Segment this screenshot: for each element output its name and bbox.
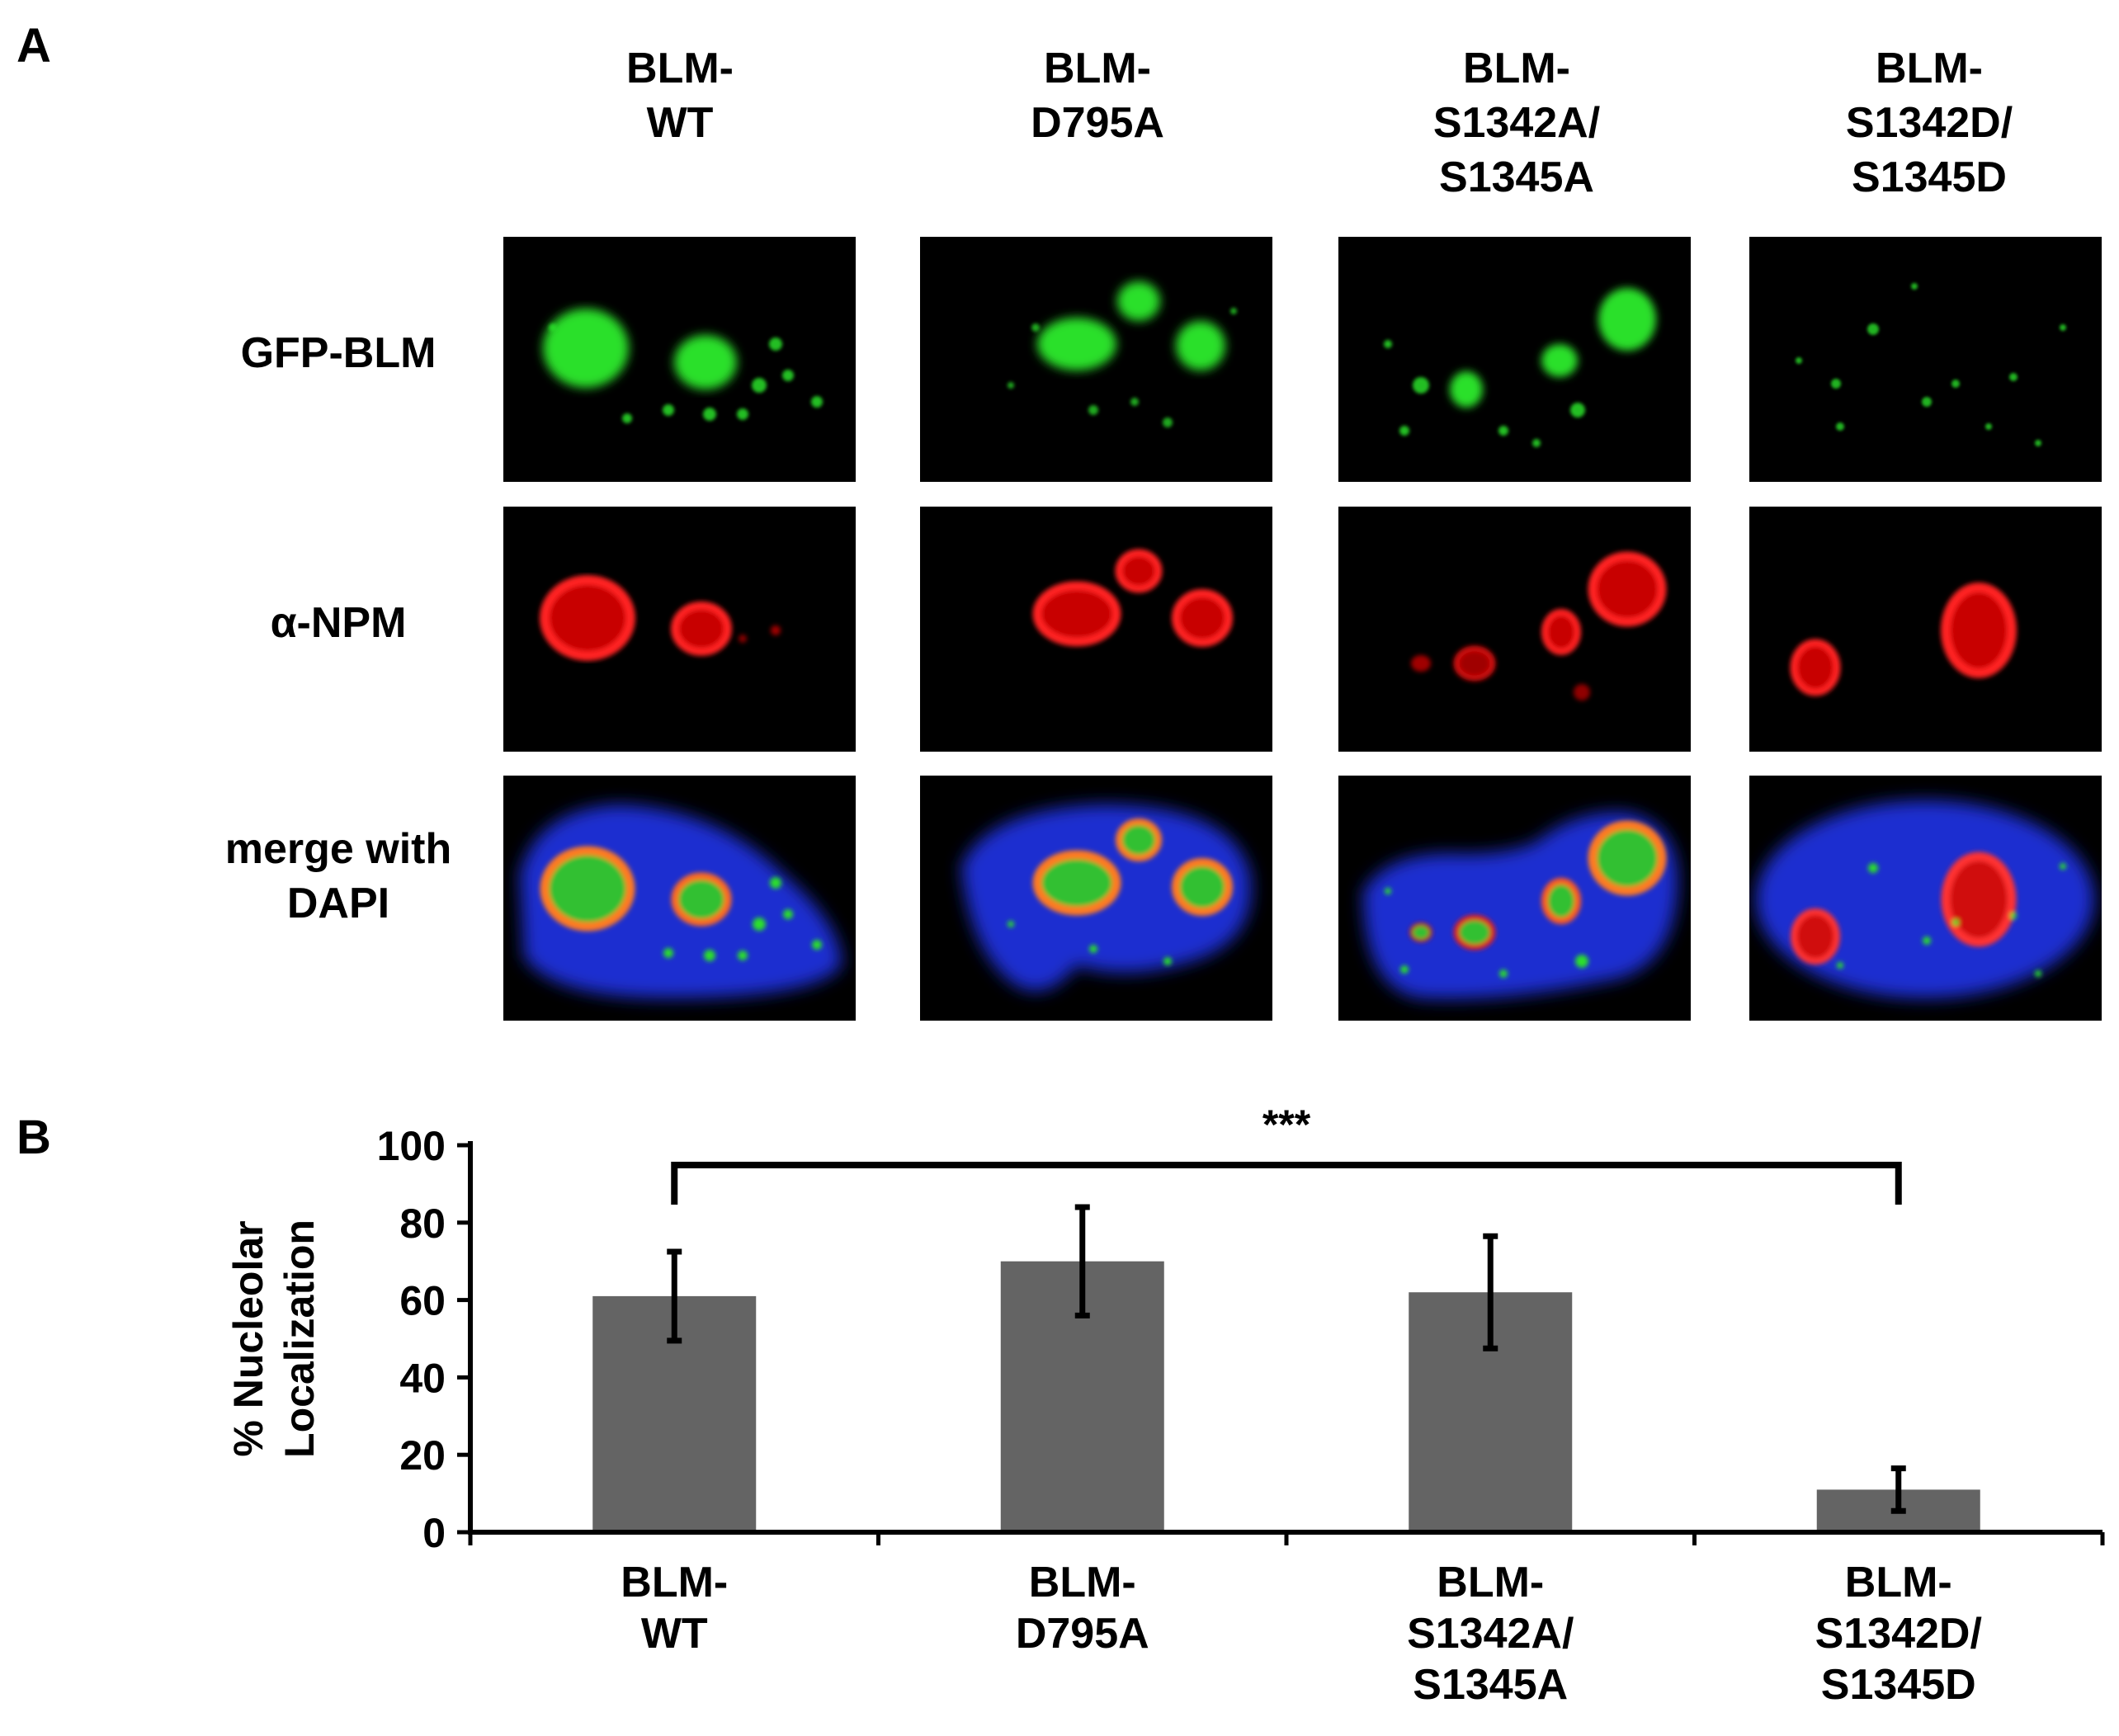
row-label-line: GFP-BLM: [240, 329, 437, 377]
x-tick-label: BLM-: [1845, 1559, 1952, 1606]
micrograph-image: [520, 804, 842, 998]
column-header-line: BLM-: [1044, 45, 1151, 92]
micrograph-npm-blm-s1342d: [1749, 507, 2102, 752]
micrograph-merge-blm-d795a: [920, 776, 1272, 1021]
column-header-line: BLM-: [1463, 45, 1570, 92]
panel-a-label: A: [17, 19, 51, 73]
micrograph-gfp-blm-s1342d: [1749, 237, 2102, 482]
y-tick-label: 20: [399, 1432, 446, 1479]
row-label-merge: merge with DAPI: [198, 822, 479, 931]
micrograph-merge-blm-s1342d: [1749, 776, 2102, 1021]
column-header-line: D795A: [1031, 99, 1164, 147]
micrograph-gfp-blm-s1342a: [1338, 237, 1691, 482]
significance-bracket: [671, 1162, 1902, 1205]
micrograph-image: [1411, 551, 1667, 701]
x-tick-label: S1342A/: [1407, 1610, 1574, 1658]
micrograph-image: [1384, 288, 1656, 447]
bar: [592, 1295, 757, 1532]
micrograph-gfp-blm-d795a: [920, 237, 1272, 482]
micrograph-merge-blm-wt: [503, 776, 856, 1021]
row-label-gfp-blm: GFP-BLM: [198, 326, 479, 380]
micrograph-image: [1363, 812, 1678, 999]
column-header-line: WT: [646, 99, 714, 147]
x-tick-label: WT: [641, 1610, 708, 1658]
x-tick-label: BLM-: [1437, 1559, 1544, 1606]
micrograph-image: [961, 804, 1252, 992]
micrograph-image: [1796, 283, 2066, 446]
micrograph-image: [1790, 583, 2017, 696]
row-label-line: α-NPM: [270, 599, 407, 647]
micrograph-gfp-blm-wt: [503, 237, 856, 482]
y-tick-label: 100: [377, 1123, 446, 1169]
y-axis-label: % Nucleolar: [225, 1220, 271, 1456]
panel-b-label: B: [17, 1111, 51, 1164]
micrograph-image: [1008, 281, 1237, 427]
y-tick-label: 80: [399, 1201, 446, 1247]
significance-label: ***: [1262, 1102, 1311, 1148]
bar: [1409, 1292, 1573, 1532]
column-header-line: S1345D: [1852, 153, 2007, 201]
x-tick-label: S1345D: [1821, 1661, 1976, 1709]
micrograph-npm-blm-d795a: [920, 507, 1272, 752]
micrograph-npm-blm-s1342a: [1338, 507, 1691, 752]
y-tick-label: 40: [399, 1355, 446, 1401]
micrograph-npm-blm-wt: [503, 507, 856, 752]
column-header-line: BLM-: [626, 45, 734, 92]
x-tick-label: S1345A: [1413, 1661, 1568, 1709]
column-header-blm-s1342d: BLM- S1342D/ S1345D: [1756, 41, 2102, 205]
row-label-line: merge with: [224, 825, 452, 873]
row-label-line: DAPI: [286, 880, 390, 927]
column-header-blm-s1342a: BLM- S1342A/ S1345A: [1343, 41, 1690, 205]
bar: [1000, 1261, 1164, 1532]
micrograph-image: [1756, 800, 2094, 998]
column-header-line: S1345A: [1439, 153, 1594, 201]
y-tick-label: 60: [399, 1278, 446, 1324]
x-tick-label: BLM-: [1029, 1559, 1136, 1606]
bar: [1816, 1489, 1980, 1532]
micrograph-image: [543, 309, 823, 423]
column-header-blm-wt: BLM- WT: [507, 41, 853, 150]
x-tick-label: S1342D/: [1815, 1610, 1982, 1658]
micrograph-merge-blm-s1342a: [1338, 776, 1691, 1021]
x-tick-label: BLM-: [621, 1559, 728, 1606]
x-tick-label: D795A: [1016, 1610, 1149, 1658]
micrograph-image: [1032, 549, 1233, 647]
row-label-npm: α-NPM: [198, 596, 479, 650]
micrograph-image: [540, 575, 781, 661]
column-header-blm-d795a: BLM- D795A: [924, 41, 1271, 150]
y-tick-label: 0: [422, 1510, 446, 1556]
column-header-line: BLM-: [1876, 45, 1983, 92]
y-axis-label: Localization: [276, 1219, 323, 1458]
column-header-line: S1342A/: [1432, 99, 1601, 147]
column-header-line: S1342D/: [1845, 99, 2013, 147]
